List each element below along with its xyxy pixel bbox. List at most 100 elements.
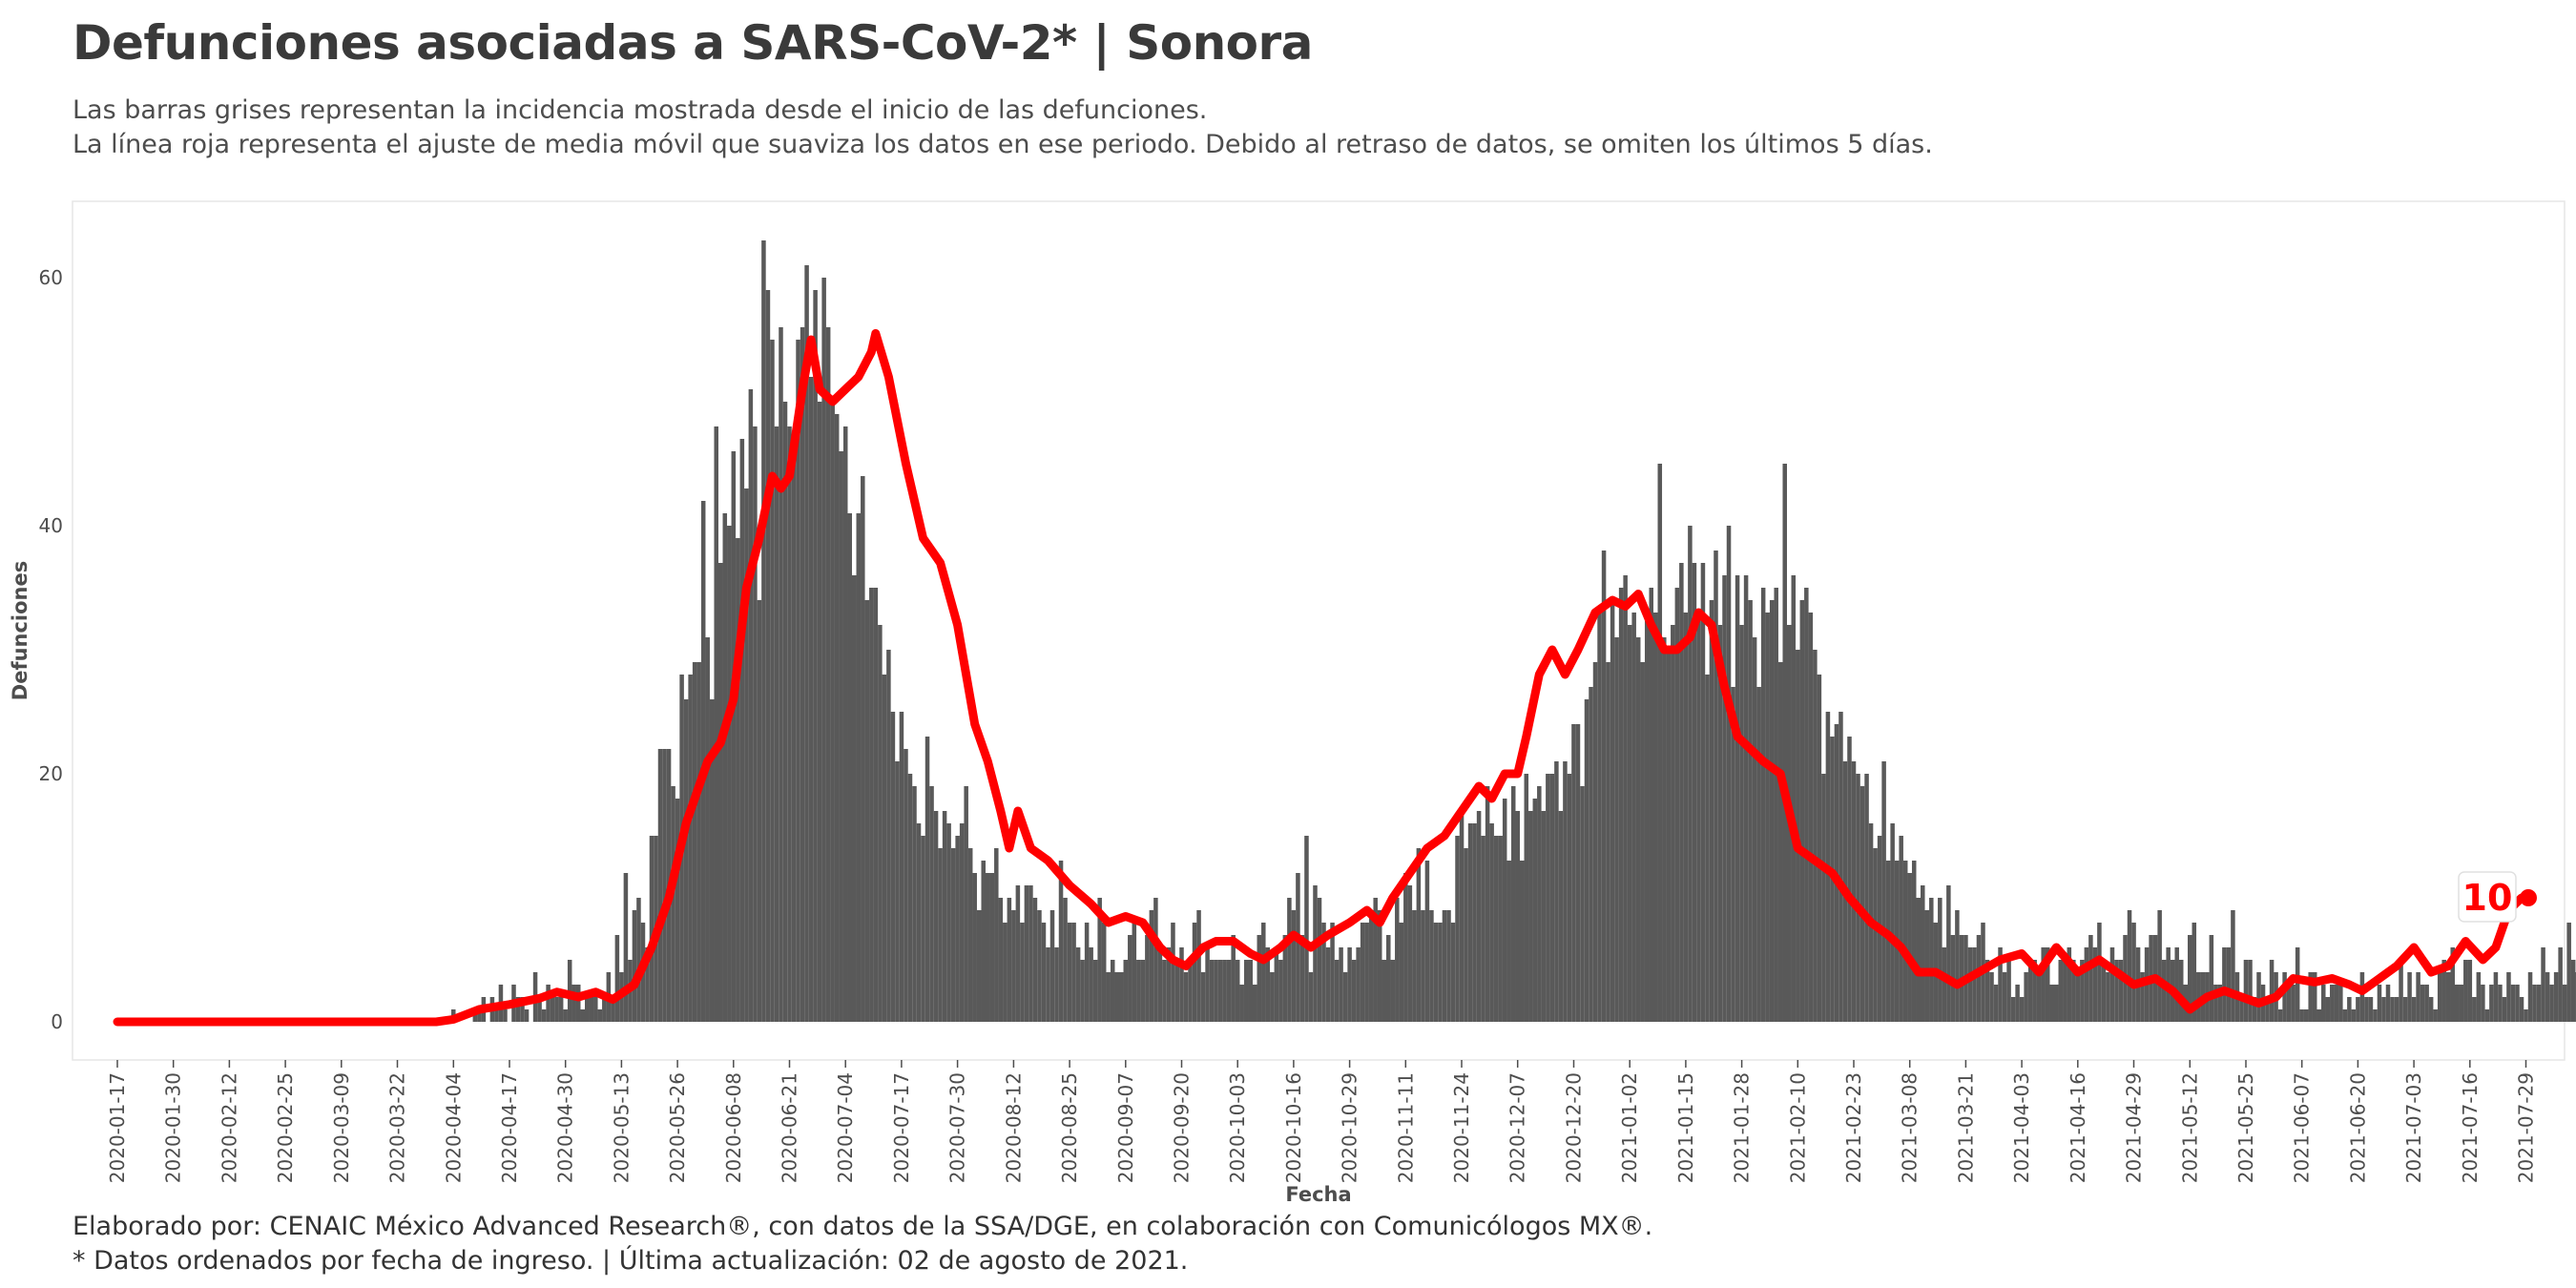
bar — [1537, 786, 1542, 1022]
bar — [554, 997, 559, 1022]
bar — [1546, 774, 1550, 1022]
bar — [2472, 997, 2477, 1022]
bar — [722, 513, 728, 1022]
bar — [1166, 947, 1172, 1022]
bar — [602, 997, 607, 1022]
bar — [1735, 575, 1740, 1022]
bar — [1024, 885, 1029, 1022]
bar — [942, 811, 947, 1022]
bar — [1261, 923, 1266, 1022]
bar — [1282, 935, 1288, 1022]
bar — [2088, 935, 2093, 1022]
bar — [2222, 947, 2227, 1022]
bar — [830, 402, 835, 1022]
bar — [1265, 947, 1271, 1022]
bar — [1274, 947, 1279, 1022]
bar — [1907, 873, 1912, 1022]
bar — [2394, 997, 2399, 1022]
bar — [2019, 997, 2025, 1022]
bar — [1313, 885, 1318, 1022]
x-tick-label: 2021-06-07 — [2291, 1072, 2314, 1183]
bar — [2467, 960, 2473, 1022]
x-tick-label: 2020-06-08 — [722, 1072, 745, 1183]
bar — [1873, 848, 1878, 1022]
bar — [2213, 985, 2218, 1022]
bar — [2286, 985, 2292, 1022]
bar — [834, 414, 840, 1022]
bar — [1571, 724, 1576, 1022]
bar — [986, 873, 990, 1022]
bar — [1722, 575, 1727, 1022]
bar — [1381, 960, 1386, 1022]
bar — [1153, 898, 1158, 1022]
x-tick-label: 2020-07-30 — [946, 1072, 969, 1183]
bar — [2411, 997, 2417, 1022]
bar — [1058, 861, 1064, 1022]
bar — [1890, 823, 1895, 1022]
bar — [1080, 960, 1085, 1022]
bar — [976, 910, 982, 1022]
bar — [1498, 836, 1503, 1022]
bar — [1106, 972, 1111, 1022]
x-tick-label: 2020-09-07 — [1114, 1072, 1137, 1183]
bar — [1063, 898, 1068, 1022]
bar — [1813, 650, 1818, 1022]
bar — [791, 439, 797, 1022]
bar — [2445, 972, 2451, 1022]
bar — [2347, 997, 2352, 1022]
bar — [1769, 600, 1775, 1022]
bar — [657, 749, 663, 1022]
bar — [886, 650, 891, 1022]
bar — [1433, 923, 1439, 1022]
bar — [1563, 761, 1568, 1022]
bar — [2510, 985, 2516, 1022]
x-tick-label: 2020-08-12 — [1002, 1072, 1025, 1183]
bar — [1765, 613, 1770, 1022]
x-tick-label: 2020-04-04 — [442, 1072, 465, 1183]
bar — [503, 1009, 508, 1022]
bar — [946, 823, 951, 1022]
bar — [1692, 563, 1697, 1022]
bar — [2024, 972, 2028, 1022]
bar — [1774, 588, 1778, 1022]
bar — [1662, 637, 1667, 1022]
bar — [2338, 985, 2343, 1022]
bar — [1921, 885, 1925, 1022]
bar — [2390, 997, 2395, 1022]
bar — [1330, 923, 1335, 1022]
bar — [2174, 947, 2179, 1022]
bar — [1209, 960, 1215, 1022]
bar — [2049, 985, 2054, 1022]
bar — [882, 675, 887, 1022]
bar — [1304, 836, 1309, 1022]
bar — [585, 997, 590, 1022]
bar — [869, 588, 874, 1022]
bar — [964, 786, 968, 1022]
bar — [1162, 960, 1167, 1022]
bar — [1446, 910, 1451, 1022]
bar — [2519, 997, 2524, 1022]
bar — [1731, 687, 1735, 1022]
bar — [2299, 1009, 2304, 1022]
bar — [2178, 960, 2184, 1022]
bar — [1028, 885, 1033, 1022]
bar — [675, 799, 680, 1022]
bar — [1804, 588, 1809, 1022]
y-axis-title: Defunciones — [9, 561, 31, 700]
bar — [2084, 947, 2089, 1022]
bar — [614, 935, 620, 1022]
bar — [1390, 960, 1396, 1022]
bar — [1395, 898, 1400, 1022]
bar — [1011, 910, 1016, 1022]
x-tick-label: 2020-07-04 — [834, 1072, 857, 1183]
bar — [2316, 1009, 2321, 1022]
bar — [623, 873, 629, 1022]
bar — [1278, 960, 1283, 1022]
bar — [632, 910, 637, 1022]
x-tick-label: 2020-11-24 — [1450, 1072, 1473, 1183]
x-tick-label: 2021-04-16 — [2067, 1072, 2089, 1183]
bar — [2325, 997, 2331, 1022]
bar — [2450, 947, 2455, 1022]
bar — [1321, 923, 1326, 1022]
bar — [1709, 600, 1714, 1022]
